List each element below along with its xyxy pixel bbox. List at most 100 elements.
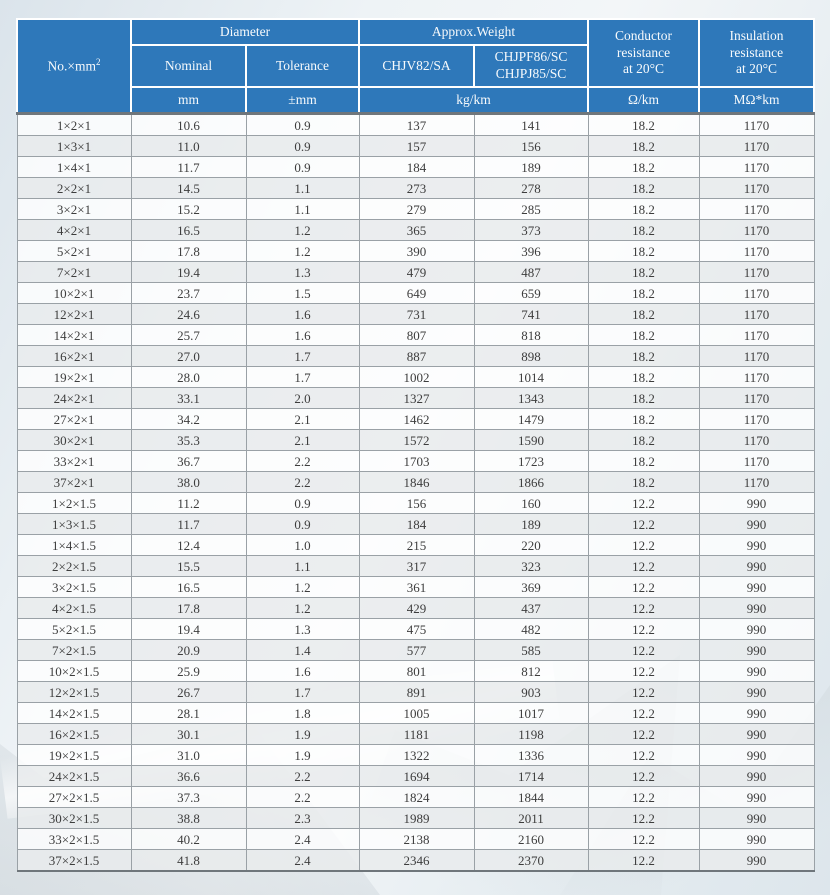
header-approx-weight: Approx.Weight <box>358 18 590 46</box>
cell-nominal-diameter: 25.9 <box>130 660 247 682</box>
cell-tolerance: 0.9 <box>245 513 360 535</box>
cell-conductor-resistance: 12.2 <box>587 618 700 640</box>
cell-weight-chjpf86: 585 <box>473 639 589 661</box>
cell-nominal-diameter: 14.5 <box>130 177 247 199</box>
spec-table-body: 1×2×1 10.6 0.9 137 141 18.2 1170 1×3×1 11.0 0.9 15… <box>16 112 815 872</box>
cell-tolerance: 0.9 <box>245 112 360 136</box>
cable-spec-table: No.×mm2 Diameter Approx.Weight Conductor… <box>16 18 816 872</box>
table-row: 7×2×1.5 20.9 1.4 577 585 12.2 990 <box>16 639 815 661</box>
table-row: 12×2×1 24.6 1.6 731 741 18.2 1170 <box>16 303 815 325</box>
cell-weight-chjpf86: 1590 <box>473 429 589 451</box>
table-row: 16×2×1.5 30.1 1.9 1181 1198 12.2 990 <box>16 723 815 745</box>
cell-weight-chjv82: 157 <box>358 135 475 157</box>
table-row: 12×2×1.5 26.7 1.7 891 903 12.2 990 <box>16 681 815 703</box>
header-no-mm2: No.×mm2 <box>16 18 132 115</box>
cell-insulation-resistance: 990 <box>698 576 815 598</box>
cell-conductor-resistance: 12.2 <box>587 555 700 577</box>
cell-tolerance: 1.8 <box>245 702 360 724</box>
cell-weight-chjpf86: 1014 <box>473 366 589 388</box>
table-row: 37×2×1 38.0 2.2 1846 1866 18.2 1170 <box>16 471 815 493</box>
cell-conductor-resistance: 18.2 <box>587 282 700 304</box>
cell-insulation-resistance: 1170 <box>698 471 815 493</box>
cell-conductor-resistance: 12.2 <box>587 513 700 535</box>
cell-nominal-diameter: 36.7 <box>130 450 247 472</box>
cell-weight-chjpf86: 818 <box>473 324 589 346</box>
cell-spec: 4×2×1 <box>16 219 132 241</box>
cell-nominal-diameter: 28.0 <box>130 366 247 388</box>
cell-insulation-resistance: 1170 <box>698 345 815 367</box>
table-row: 16×2×1 27.0 1.7 887 898 18.2 1170 <box>16 345 815 367</box>
cell-insulation-resistance: 990 <box>698 534 815 556</box>
cell-conductor-resistance: 12.2 <box>587 597 700 619</box>
cell-spec: 37×2×1 <box>16 471 132 493</box>
cell-insulation-resistance: 990 <box>698 744 815 766</box>
cell-weight-chjv82: 273 <box>358 177 475 199</box>
cell-conductor-resistance: 18.2 <box>587 198 700 220</box>
cell-spec: 27×2×1.5 <box>16 786 132 808</box>
cell-tolerance: 1.1 <box>245 198 360 220</box>
spec-table-header: No.×mm2 Diameter Approx.Weight Conductor… <box>16 18 816 115</box>
cell-insulation-resistance: 1170 <box>698 112 815 136</box>
cell-tolerance: 1.7 <box>245 681 360 703</box>
cell-tolerance: 2.3 <box>245 807 360 829</box>
cell-weight-chjpf86: 189 <box>473 513 589 535</box>
cell-spec: 30×2×1 <box>16 429 132 451</box>
cell-insulation-resistance: 1170 <box>698 324 815 346</box>
table-row: 5×2×1 17.8 1.2 390 396 18.2 1170 <box>16 240 815 262</box>
table-row: 5×2×1.5 19.4 1.3 475 482 12.2 990 <box>16 618 815 640</box>
cell-weight-chjv82: 1327 <box>358 387 475 409</box>
table-row: 7×2×1 19.4 1.3 479 487 18.2 1170 <box>16 261 815 283</box>
table-row: 10×2×1 23.7 1.5 649 659 18.2 1170 <box>16 282 815 304</box>
header-nominal: Nominal <box>130 44 247 88</box>
cell-spec: 27×2×1 <box>16 408 132 430</box>
cell-tolerance: 2.1 <box>245 408 360 430</box>
cell-weight-chjv82: 649 <box>358 282 475 304</box>
cell-tolerance: 1.5 <box>245 282 360 304</box>
cell-weight-chjpf86: 812 <box>473 660 589 682</box>
cell-nominal-diameter: 41.8 <box>130 849 247 872</box>
cell-conductor-resistance: 12.2 <box>587 828 700 850</box>
cell-nominal-diameter: 20.9 <box>130 639 247 661</box>
cell-insulation-resistance: 990 <box>698 618 815 640</box>
cell-tolerance: 2.4 <box>245 849 360 872</box>
cell-weight-chjpf86: 1198 <box>473 723 589 745</box>
cell-spec: 1×3×1.5 <box>16 513 132 535</box>
cell-nominal-diameter: 24.6 <box>130 303 247 325</box>
cell-tolerance: 1.6 <box>245 303 360 325</box>
cell-weight-chjpf86: 1336 <box>473 744 589 766</box>
table-row: 1×4×1.5 12.4 1.0 215 220 12.2 990 <box>16 534 815 556</box>
cell-nominal-diameter: 26.7 <box>130 681 247 703</box>
cell-weight-chjpf86: 1343 <box>473 387 589 409</box>
cell-weight-chjv82: 1002 <box>358 366 475 388</box>
cell-tolerance: 1.2 <box>245 576 360 598</box>
cell-tolerance: 1.1 <box>245 555 360 577</box>
cell-nominal-diameter: 11.7 <box>130 156 247 178</box>
cell-nominal-diameter: 15.5 <box>130 555 247 577</box>
cell-weight-chjv82: 279 <box>358 198 475 220</box>
table-row: 1×2×1.5 11.2 0.9 156 160 12.2 990 <box>16 492 815 514</box>
cell-conductor-resistance: 18.2 <box>587 112 700 136</box>
cell-spec: 2×2×1 <box>16 177 132 199</box>
table-row: 24×2×1.5 36.6 2.2 1694 1714 12.2 990 <box>16 765 815 787</box>
table-row: 33×2×1.5 40.2 2.4 2138 2160 12.2 990 <box>16 828 815 850</box>
cell-nominal-diameter: 33.1 <box>130 387 247 409</box>
cell-weight-chjv82: 1989 <box>358 807 475 829</box>
cell-conductor-resistance: 12.2 <box>587 702 700 724</box>
cell-spec: 1×3×1 <box>16 135 132 157</box>
cell-conductor-resistance: 18.2 <box>587 345 700 367</box>
cell-spec: 33×2×1.5 <box>16 828 132 850</box>
table-row: 14×2×1 25.7 1.6 807 818 18.2 1170 <box>16 324 815 346</box>
cell-conductor-resistance: 12.2 <box>587 681 700 703</box>
cell-tolerance: 1.4 <box>245 639 360 661</box>
cell-weight-chjv82: 887 <box>358 345 475 367</box>
cell-conductor-resistance: 12.2 <box>587 723 700 745</box>
cell-insulation-resistance: 990 <box>698 765 815 787</box>
cell-spec: 1×2×1 <box>16 112 132 136</box>
cell-insulation-resistance: 1170 <box>698 219 815 241</box>
cell-nominal-diameter: 36.6 <box>130 765 247 787</box>
cell-weight-chjpf86: 160 <box>473 492 589 514</box>
cell-conductor-resistance: 18.2 <box>587 240 700 262</box>
cell-spec: 12×2×1 <box>16 303 132 325</box>
cell-spec: 7×2×1 <box>16 261 132 283</box>
unit-ohm-km: Ω/km <box>587 86 701 115</box>
